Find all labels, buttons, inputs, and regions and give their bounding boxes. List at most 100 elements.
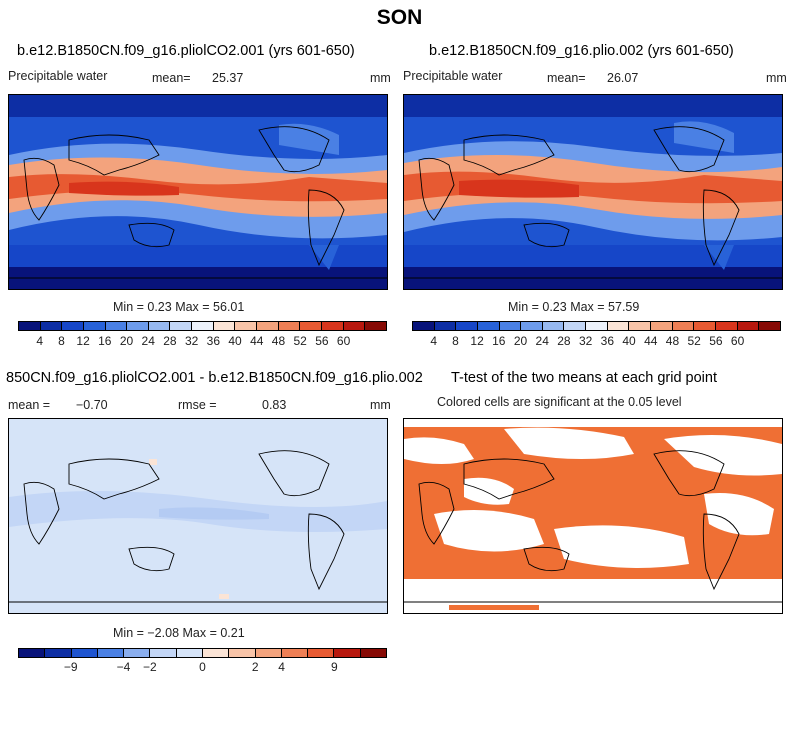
panel3-colorbar-color-swatch bbox=[281, 649, 309, 657]
panel1-colorbar-color-swatch bbox=[19, 322, 41, 330]
panel2-colorbar-tick-label: 56 bbox=[709, 334, 723, 348]
panel2-mean-label: mean= bbox=[547, 71, 586, 85]
panel1-colorbar-tick-label: 56 bbox=[315, 334, 329, 348]
panel1-minmax: Min = 0.23 Max = 56.01 bbox=[113, 300, 245, 314]
panel3-colorbar-tick-label: 0 bbox=[199, 660, 206, 674]
panel1-colorbar-color-swatch bbox=[278, 322, 301, 330]
panel2-colorbar-tick-label: 40 bbox=[622, 334, 636, 348]
panel2-colorbar-color-swatch bbox=[651, 322, 673, 330]
panel2-colorbar-color-swatch bbox=[759, 322, 780, 330]
panel2-colorbar-color-swatch bbox=[434, 322, 457, 330]
panel2-variable: Precipitable water bbox=[403, 69, 503, 83]
panel1-variable: Precipitable water bbox=[8, 69, 108, 83]
panel3-rmse-value: 0.83 bbox=[262, 398, 287, 412]
panel1-colorbar-tick-label: 60 bbox=[336, 334, 351, 348]
panel4-map-svg bbox=[404, 419, 782, 613]
panel1-map bbox=[8, 94, 388, 290]
panel1-colorbar-tick-label: 24 bbox=[141, 334, 155, 348]
panel2-units: mm bbox=[766, 71, 787, 85]
panel3-colorbar-color-swatch bbox=[360, 649, 386, 657]
panel1-colorbar-color-swatch bbox=[365, 322, 386, 330]
panel1-colorbar-tick-label: 48 bbox=[271, 334, 286, 348]
panel3-minmax: Min = −2.08 Max = 0.21 bbox=[113, 626, 245, 640]
panel2-map bbox=[403, 94, 783, 290]
panel2-colorbar-tick-label: 24 bbox=[535, 334, 549, 348]
panel1-colorbar bbox=[18, 321, 387, 331]
panel3-colorbar-color-swatch bbox=[334, 649, 361, 657]
panel2-colorbar-color-swatch bbox=[607, 322, 630, 330]
panel3-colorbar-color-swatch bbox=[45, 649, 72, 657]
panel2-colorbar-tick-label: 52 bbox=[687, 334, 701, 348]
panel2-colorbar-color-swatch bbox=[715, 322, 738, 330]
panel1-colorbar-color-swatch bbox=[83, 322, 106, 330]
panel3-colorbar-ticks: −9 −4 −2 0 2 4 9 bbox=[18, 660, 387, 676]
panel1-mean-label: mean= bbox=[152, 71, 191, 85]
panel2-colorbar-tick-label: 48 bbox=[665, 334, 680, 348]
panel3-colorbar-color-swatch bbox=[202, 649, 230, 657]
panel1-map-svg bbox=[9, 95, 387, 289]
panel3-colorbar-tick-label: −9 bbox=[63, 660, 78, 674]
panel2-colorbar-tick-label: 8 bbox=[452, 334, 459, 348]
panel2-colorbar-tick-label: 44 bbox=[644, 334, 658, 348]
panel3-colorbar-tick-label: −2 bbox=[142, 660, 157, 674]
panel2-colorbar-color-swatch bbox=[737, 322, 760, 330]
panel1-colorbar-color-swatch bbox=[62, 322, 84, 330]
panel3-rmse-label: rmse = bbox=[178, 398, 217, 412]
panel3-colorbar-tick-label: 2 bbox=[251, 660, 259, 674]
panel1-colorbar-tick-label: 16 bbox=[98, 334, 112, 348]
panel2-title: b.e12.B1850CN.f09_g16.plio.002 (yrs 601-… bbox=[429, 43, 734, 59]
panel2-colorbar bbox=[412, 321, 781, 331]
panel3-colorbar-color-swatch bbox=[255, 649, 282, 657]
panel1-colorbar-tick-label: 52 bbox=[293, 334, 307, 348]
panel3-colorbar-color-swatch bbox=[71, 649, 98, 657]
panel3-colorbar-color-swatch bbox=[150, 649, 177, 657]
panel2-colorbar-tick-label: 60 bbox=[730, 334, 745, 348]
panel3-mean-value: −0.70 bbox=[76, 398, 108, 412]
panel4-title: T-test of the two means at each grid poi… bbox=[451, 370, 717, 386]
panel2-colorbar-ticks: 4 8 12 16 20 24 28 32 36 40 44 48 52 56 60 bbox=[412, 334, 781, 350]
panel1-colorbar-color-swatch bbox=[40, 322, 63, 330]
panel1-colorbar-color-swatch bbox=[170, 322, 193, 330]
panel2-colorbar-color-swatch bbox=[456, 322, 478, 330]
panel2-colorbar-color-swatch bbox=[521, 322, 543, 330]
panel3-colorbar-tick-label: −4 bbox=[116, 660, 131, 674]
panel1-mean-value: 25.37 bbox=[212, 71, 244, 85]
panel2-colorbar-color-swatch bbox=[629, 322, 652, 330]
panel3-colorbar bbox=[18, 648, 387, 658]
panel3-colorbar-color-swatch bbox=[19, 649, 46, 657]
panel2-colorbar-color-swatch bbox=[694, 322, 716, 330]
panel2-colorbar-tick-label: 28 bbox=[557, 334, 571, 348]
panel3-colorbar-tick-label: 9 bbox=[330, 660, 338, 674]
panel2-map-svg bbox=[404, 95, 782, 289]
panel1-colorbar-tick-label: 20 bbox=[119, 334, 134, 348]
panel3-colorbar-color-swatch bbox=[97, 649, 125, 657]
panel1-colorbar-tick-label: 40 bbox=[228, 334, 242, 348]
panel4-map bbox=[403, 418, 783, 614]
panel3-colorbar-color-swatch bbox=[124, 649, 151, 657]
figure-title: SON bbox=[376, 6, 423, 29]
panel1-colorbar-color-swatch bbox=[235, 322, 258, 330]
panel4-subtitle: Colored cells are significant at the 0.0… bbox=[437, 395, 682, 409]
panel1-colorbar-tick-label: 32 bbox=[184, 334, 199, 348]
panel2-colorbar-color-swatch bbox=[499, 322, 522, 330]
panel2-minmax: Min = 0.23 Max = 57.59 bbox=[508, 300, 640, 314]
panel2-colorbar-color-swatch bbox=[477, 322, 500, 330]
panel1-colorbar-color-swatch bbox=[192, 322, 214, 330]
panel1-colorbar-color-swatch bbox=[148, 322, 171, 330]
panel3-colorbar-tick-label: 4 bbox=[278, 660, 285, 674]
panel3-colorbar-color-swatch bbox=[176, 649, 203, 657]
panel1-colorbar-ticks: 4 8 12 16 20 24 28 32 36 40 44 48 52 56 60 bbox=[18, 334, 387, 350]
panel2-colorbar-tick-label: 32 bbox=[578, 334, 593, 348]
panel3-map bbox=[8, 418, 388, 614]
panel3-map-svg bbox=[9, 419, 387, 613]
panel1-colorbar-tick-label: 44 bbox=[250, 334, 264, 348]
panel1-colorbar-color-swatch bbox=[343, 322, 366, 330]
panel1-colorbar-color-swatch bbox=[105, 322, 128, 330]
panel1-title: b.e12.B1850CN.f09_g16.pliolCO2.001 (yrs … bbox=[17, 43, 355, 59]
panel1-colorbar-tick-label: 4 bbox=[36, 334, 44, 348]
panel1-colorbar-color-swatch bbox=[300, 322, 322, 330]
panel1-colorbar-tick-label: 12 bbox=[76, 334, 90, 348]
panel1-colorbar-tick-label: 8 bbox=[58, 334, 65, 348]
panel2-colorbar-color-swatch bbox=[586, 322, 608, 330]
panel2-colorbar-tick-label: 12 bbox=[470, 334, 484, 348]
